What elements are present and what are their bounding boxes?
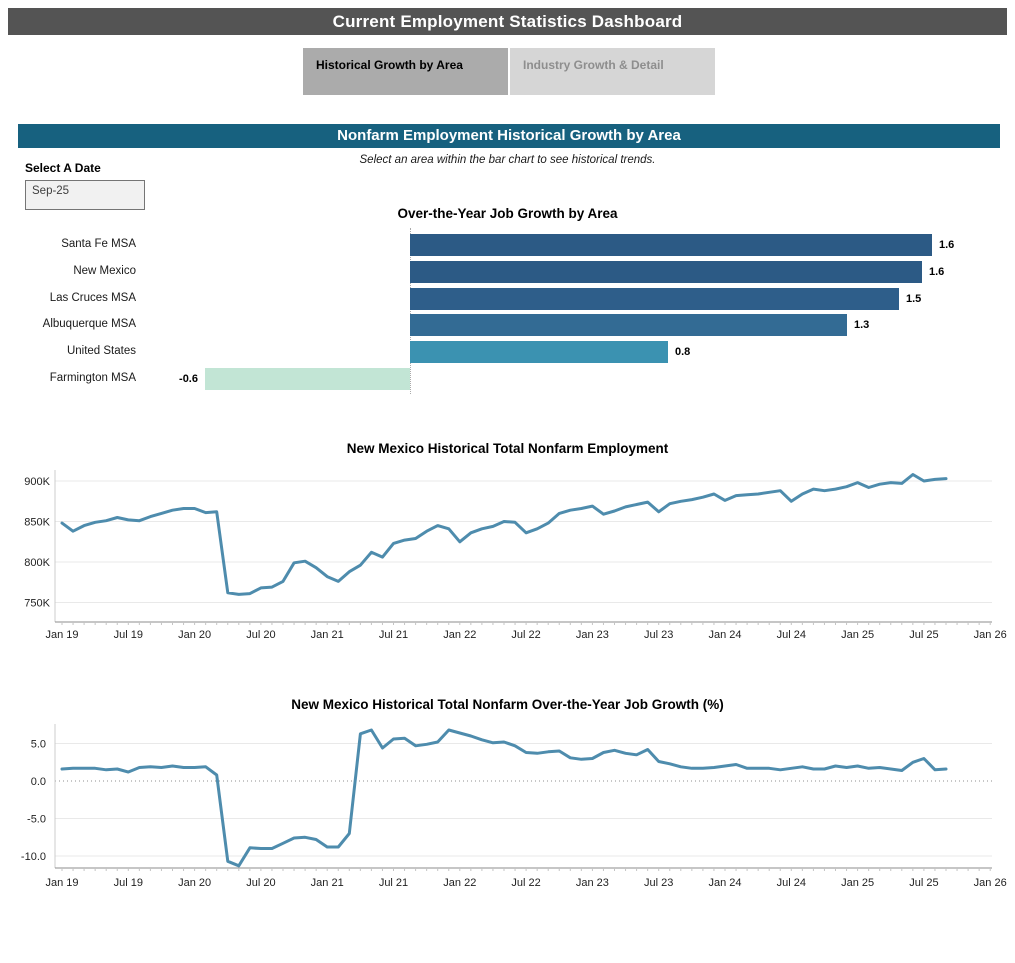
svg-text:Jan 19: Jan 19: [45, 877, 78, 889]
section-banner: Nonfarm Employment Historical Growth by …: [18, 124, 1000, 148]
bar-chart-title: Over-the-Year Job Growth by Area: [397, 206, 618, 221]
svg-text:Jan 21: Jan 21: [311, 629, 344, 641]
bar-value-label: 1.6: [939, 239, 955, 251]
date-filter-select[interactable]: Sep-25: [25, 180, 145, 210]
tab-industry-growth-detail[interactable]: Industry Growth & Detail: [510, 48, 715, 95]
date-filter-value: Sep-25: [32, 185, 70, 197]
svg-text:5.0: 5.0: [31, 739, 46, 751]
trend-line[interactable]: [60, 473, 948, 596]
section-banner-title: Nonfarm Employment Historical Growth by …: [337, 127, 681, 144]
svg-text:Jul 23: Jul 23: [644, 877, 673, 889]
bar-chart-zero-axis: [410, 228, 411, 394]
bar-value-label: 1.5: [906, 293, 922, 305]
svg-text:0.0: 0.0: [31, 776, 46, 788]
bar-chart: Santa Fe MSA 1.6 New Mexico 1.6 Las Cruces M…: [0, 228, 1015, 396]
growth-chart-title: New Mexico Historical Total Nonfarm Over…: [291, 697, 724, 712]
bar-category-label: New Mexico: [73, 265, 136, 277]
svg-text:Jul 25: Jul 25: [909, 629, 938, 641]
x-axis-labels: Jan 19 Jul 19 Jan 20 Jul 20 Jan 21 Jul 21 Jan …: [45, 877, 1006, 889]
bar-value-label: -0.6: [179, 373, 198, 385]
bar-santa-fe-msa[interactable]: [410, 234, 932, 256]
svg-text:Jan 22: Jan 22: [443, 877, 476, 889]
svg-text:Jul 25: Jul 25: [909, 877, 938, 889]
svg-text:Jan 22: Jan 22: [443, 629, 476, 641]
axes: [54, 724, 992, 871]
axes: [54, 470, 992, 625]
svg-text:Jan 23: Jan 23: [576, 629, 609, 641]
svg-text:Jan 19: Jan 19: [45, 629, 78, 641]
bar-category-label: United States: [66, 345, 136, 357]
date-filter-label: Select A Date: [25, 161, 101, 175]
bar-farmington-msa[interactable]: [205, 368, 410, 390]
bar-value-label: 0.8: [675, 346, 691, 358]
svg-text:Jul 20: Jul 20: [246, 877, 275, 889]
svg-text:800K: 800K: [24, 557, 50, 569]
bar-category-label: Farmington MSA: [49, 372, 136, 384]
svg-text:Jul 24: Jul 24: [777, 877, 806, 889]
bar-las-cruces-msa[interactable]: [410, 288, 899, 310]
svg-text:900K: 900K: [24, 476, 50, 488]
employment-line-chart: 900K 850K 800K 750K Jan 19 Jul 19 Jan 20 Jul 20…: [24, 470, 1007, 641]
svg-text:Jul 21: Jul 21: [379, 629, 408, 641]
gridlines: 5.0 0.0 -5.0 -10.0: [21, 739, 992, 863]
svg-text:Jul 22: Jul 22: [511, 877, 540, 889]
svg-text:850K: 850K: [24, 517, 50, 529]
bar-new-mexico[interactable]: [410, 261, 922, 283]
svg-text:-5.0: -5.0: [27, 814, 46, 826]
gridlines: 900K 850K 800K 750K: [24, 476, 992, 610]
page-title: Current Employment Statistics Dashboard: [332, 12, 683, 31]
svg-text:Jan 20: Jan 20: [178, 629, 211, 641]
svg-text:Jul 21: Jul 21: [379, 877, 408, 889]
instruction-text: Select an area within the bar chart to s…: [359, 154, 656, 166]
svg-text:Jul 20: Jul 20: [246, 629, 275, 641]
bar-category-label: Las Cruces MSA: [49, 292, 136, 304]
svg-text:Jul 22: Jul 22: [511, 629, 540, 641]
x-axis-labels: Jan 19 Jul 19 Jan 20 Jul 20 Jan 21 Jul 21 Jan …: [45, 629, 1006, 641]
svg-text:Jan 23: Jan 23: [576, 877, 609, 889]
svg-text:Jan 25: Jan 25: [841, 877, 874, 889]
svg-text:Jan 21: Jan 21: [311, 877, 344, 889]
svg-text:-10.0: -10.0: [21, 851, 46, 863]
svg-text:Jul 23: Jul 23: [644, 629, 673, 641]
svg-text:Jul 24: Jul 24: [777, 629, 806, 641]
bar-value-label: 1.3: [854, 319, 870, 331]
tab-historical-growth-by-area[interactable]: Historical Growth by Area: [303, 48, 508, 95]
svg-text:Jan 24: Jan 24: [708, 877, 741, 889]
svg-text:Jan 20: Jan 20: [178, 877, 211, 889]
bar-value-label: 1.6: [929, 266, 945, 278]
svg-text:Jul 19: Jul 19: [114, 877, 143, 889]
svg-text:Jan 24: Jan 24: [708, 629, 741, 641]
svg-text:Jan 25: Jan 25: [841, 629, 874, 641]
bar-category-label: Albuquerque MSA: [42, 318, 136, 330]
app-header: Current Employment Statistics Dashboard: [8, 8, 1007, 35]
bar-category-label: Santa Fe MSA: [61, 238, 136, 250]
bar-albuquerque-msa[interactable]: [410, 314, 847, 336]
bar-united-states[interactable]: [410, 341, 668, 363]
employment-chart-title: New Mexico Historical Total Nonfarm Empl…: [346, 441, 669, 456]
svg-text:Jul 19: Jul 19: [114, 629, 143, 641]
svg-text:Jan 26: Jan 26: [974, 629, 1007, 641]
svg-text:Jan 26: Jan 26: [974, 877, 1007, 889]
svg-text:750K: 750K: [24, 598, 50, 610]
trend-line[interactable]: [60, 728, 948, 868]
